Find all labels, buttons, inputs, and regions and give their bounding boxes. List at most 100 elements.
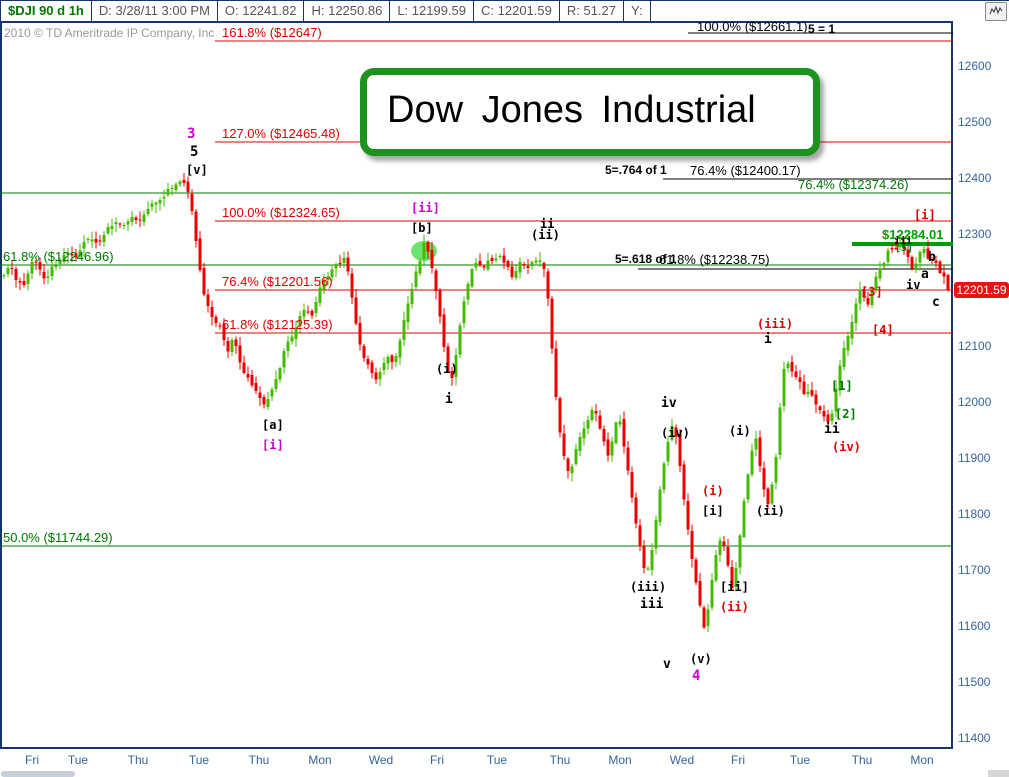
wave-ratio-label: 5 = 1 [808,22,836,36]
y-axis-tick: 11700 [958,563,991,577]
elliott-wave-label: [1] [831,379,853,393]
elliott-wave-label: (iii) [630,580,667,594]
elliott-wave-label: (iv) [832,440,861,454]
x-axis-day-label: Thu [549,753,571,767]
fib-level-label: 76.4% ($12201.56) [222,274,333,289]
y-axis-tick: 11600 [958,619,991,633]
y-axis-tick: 11900 [958,451,991,465]
elliott-wave-label: 4 [692,668,701,684]
fib-level-label: 100.0% ($12324.65) [222,205,340,220]
elliott-wave-label: (iii) [757,317,794,331]
elliott-wave-label: (i) [436,362,458,376]
y-axis-tick: 12300 [958,227,992,241]
x-axis-day-label: Fri [430,753,444,767]
elliott-wave-label: iv [906,278,921,292]
ohlc-field: L: 12199.59 [390,1,475,22]
fib-level-label: 76.4% ($12374.26) [798,177,909,192]
chart-toolbar: $DJI 90 d 1h D: 3/28/11 3:00 PM O: 12241.8… [0,0,1009,22]
elliott-wave-label: 3 [187,126,196,142]
y-axis-tick: 11400 [958,731,991,745]
fib-level-label: 61.8% ($12125.39) [222,317,333,332]
wave-ratio-label: 5=.764 of 1 [605,163,667,177]
x-axis-day-label: Thu [851,753,873,767]
elliott-wave-label: i [764,332,772,347]
y-axis-tick: 11500 [958,675,991,689]
elliott-wave-label: (i) [729,424,751,438]
ohlc-field: Y: [624,1,651,22]
elliott-wave-label: [2] [835,407,857,421]
x-axis-day-label: Tue [789,753,811,767]
y-axis-tick: 12500 [958,115,992,129]
chart-style-button[interactable] [985,2,1007,21]
elliott-wave-label: iii [894,236,913,247]
x-axis-day-label: Fri [25,753,39,767]
candlestick-chart [0,32,953,632]
elliott-wave-label: [i] [914,208,936,222]
fib-level-label: 61.8% ($12246.96) [3,249,114,264]
wave-ratio-label: 5=.618 of 1 [615,252,677,266]
x-axis-day-label: Thu [127,753,149,767]
fib-level-label: 76.4% ($12400.17) [690,163,801,178]
x-axis-day-label: Mon [308,753,332,767]
chart-plot-area[interactable]: 2010 © TD Ameritrade IP Company, Inc Dow… [0,21,953,749]
x-axis-day-label: Wed [669,753,695,767]
y-axis-tick: 12600 [958,59,992,73]
elliott-wave-label: ii [824,422,840,437]
elliott-wave-label: [v] [186,163,208,177]
chart-title: Dow Jones Industrial [387,89,756,131]
scrollbar-corner-right[interactable] [988,770,1009,777]
elliott-wave-label: [i] [262,438,284,452]
elliott-wave-label: [5] [895,243,914,254]
fib-level-label: 161.8% ($12647) [222,25,322,40]
elliott-wave-label: iii [640,597,664,612]
ohlc-field: D: 3/28/11 3:00 PM [92,1,218,22]
last-price-badge: 12201.59 [954,282,1009,298]
x-axis-day-label: Fri [731,753,745,767]
elliott-wave-label: [a] [262,418,284,432]
title-note-box[interactable]: Dow Jones Industrial [360,68,820,156]
elliott-wave-label: c [932,295,940,310]
ohlc-field: O: 12241.82 [218,1,305,22]
ohlc-field: H: 12250.86 [304,1,391,22]
elliott-wave-label: (iv) [661,426,690,440]
elliott-wave-label: (ii) [720,600,749,614]
watermark-text: 2010 © TD Ameritrade IP Company, Inc [4,26,215,40]
x-axis-day-label: Thu [248,753,270,767]
x-axis-day-label: Mon [910,753,934,767]
x-axis-day-label: Tue [188,753,210,767]
x-axis-day-label: Tue [486,753,508,767]
fib-level-label: 100.0% ($12661.1) [697,21,808,34]
ohlc-field: R: 51.27 [560,1,625,22]
elliott-wave-label: [4] [872,323,894,337]
elliott-wave-label: ii [540,217,555,231]
elliott-wave-label: (ii) [756,504,785,518]
elliott-wave-label: i [445,392,453,407]
elliott-wave-label: [ii] [411,201,440,215]
elliott-wave-label: 5 [190,144,199,160]
elliott-wave-label: [i] [702,504,724,518]
elliott-wave-label: (i) [702,484,724,498]
fib-level-label: 50.0% ($11744.29) [3,530,113,545]
elliott-wave-label: [b] [411,221,433,235]
y-axis-tick: 12400 [958,171,992,185]
elliott-wave-label: (ii) [531,228,560,242]
mini-chart-icon [989,3,1003,21]
elliott-wave-label: iv [661,396,677,411]
fib-level-label: 127.0% ($12465.48) [222,126,340,141]
x-axis-day-label: Wed [368,753,394,767]
x-axis-day-label: Mon [608,753,632,767]
y-axis-tick: 12000 [958,395,992,409]
fib-level-label: $12284.01 [882,227,944,242]
elliott-wave-label: [ii] [720,580,749,594]
y-axis-tick: 11800 [958,507,991,521]
scrollbar-thumb-left[interactable] [1,771,75,777]
fib-level-label: 61.8% ($12238.75) [659,252,770,267]
elliott-wave-label: (v) [690,652,712,666]
ohlc-field: C: 12201.59 [474,1,560,22]
symbol-field: $DJI 90 d 1h [0,1,92,22]
y-axis-tick: 12100 [958,339,992,353]
elliott-wave-label: [3] [861,285,883,299]
x-axis-day-label: Tue [67,753,89,767]
elliott-wave-label: v [663,657,671,672]
